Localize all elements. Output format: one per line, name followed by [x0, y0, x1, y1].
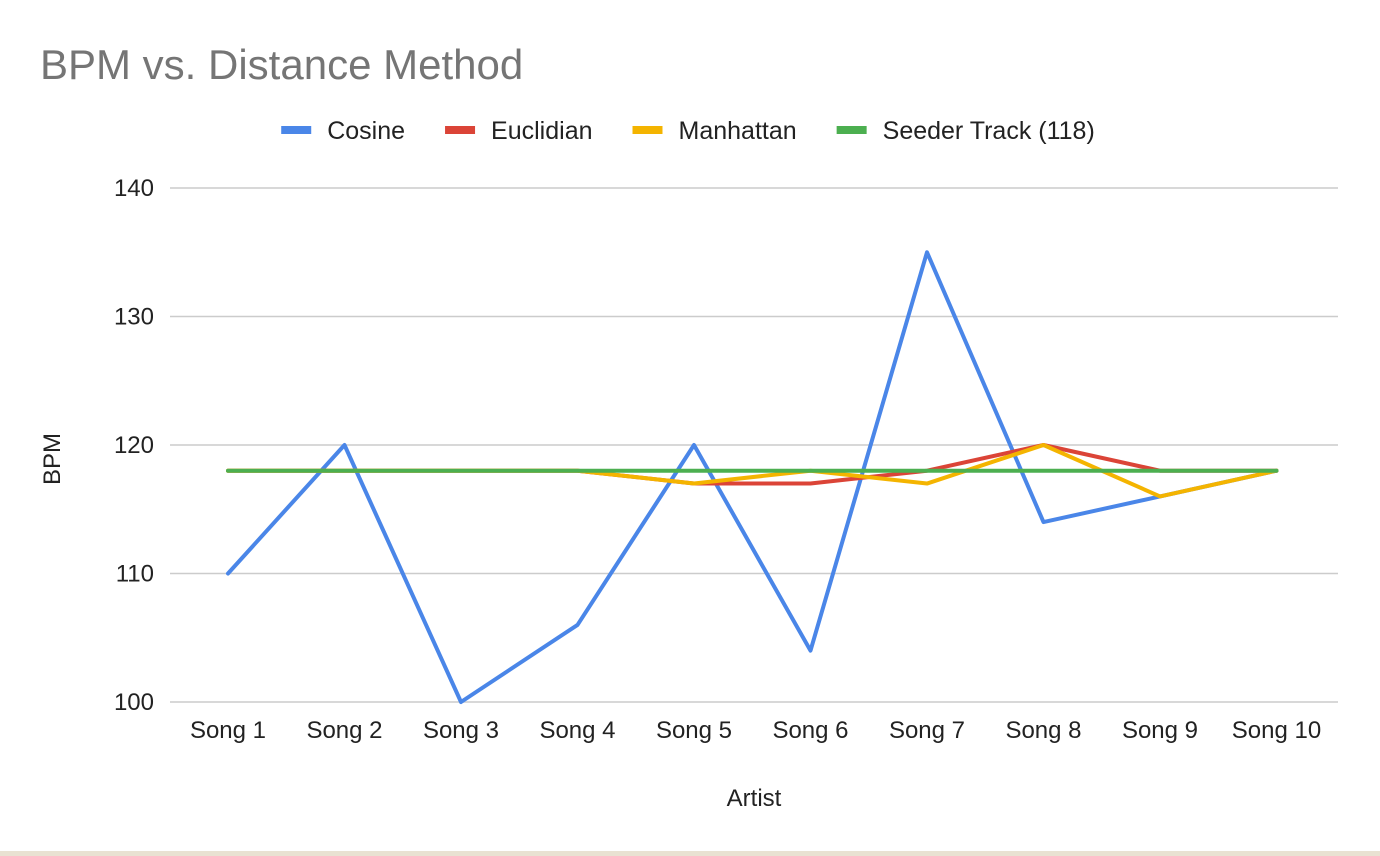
- series-lines: [226, 250, 1279, 704]
- x-tick-label: Song 2: [306, 717, 382, 744]
- series-cosine: [226, 250, 1279, 704]
- gridlines: [170, 187, 1338, 703]
- x-tick-label: Song 4: [539, 717, 615, 744]
- legend-label: Euclidian: [491, 117, 592, 145]
- x-tick-label: Song 3: [423, 717, 499, 744]
- legend-label: Manhattan: [679, 117, 797, 145]
- chart-title: BPM vs. Distance Method: [40, 41, 523, 88]
- x-tick-label: Song 1: [190, 717, 266, 744]
- x-tick-label: Song 5: [656, 717, 732, 744]
- y-tick-label: 110: [116, 561, 154, 588]
- legend-label: Cosine: [327, 117, 405, 145]
- y-tick-label: 130: [114, 304, 154, 331]
- x-axis-ticks: Song 1 Song 2 Song 3 Song 4 Song 5 Song 6 Song…: [190, 717, 1321, 744]
- x-axis-label: Artist: [727, 785, 782, 812]
- y-tick-label: 140: [114, 175, 154, 202]
- y-axis-label: BPM: [39, 433, 66, 485]
- x-tick-label: Song 10: [1232, 717, 1321, 744]
- legend-swatch: [632, 126, 663, 134]
- y-axis-ticks: 100 110 120 130 140: [114, 175, 154, 716]
- legend-label: Seeder Track (118): [883, 117, 1095, 145]
- x-tick-label: Song 7: [889, 717, 965, 744]
- x-tick-label: Song 6: [772, 717, 848, 744]
- x-tick-label: Song 9: [1122, 717, 1198, 744]
- legend: Cosine Euclidian Manhattan Seeder Track (11…: [281, 117, 1095, 145]
- legend-swatch: [281, 126, 312, 134]
- y-tick-label: 100: [114, 689, 154, 716]
- series-line: [226, 250, 1279, 704]
- legend-swatch: [445, 126, 476, 134]
- y-tick-label: 120: [114, 432, 154, 459]
- bottom-border-strip: [0, 851, 1380, 856]
- x-tick-label: Song 8: [1005, 717, 1081, 744]
- legend-swatch: [836, 126, 867, 134]
